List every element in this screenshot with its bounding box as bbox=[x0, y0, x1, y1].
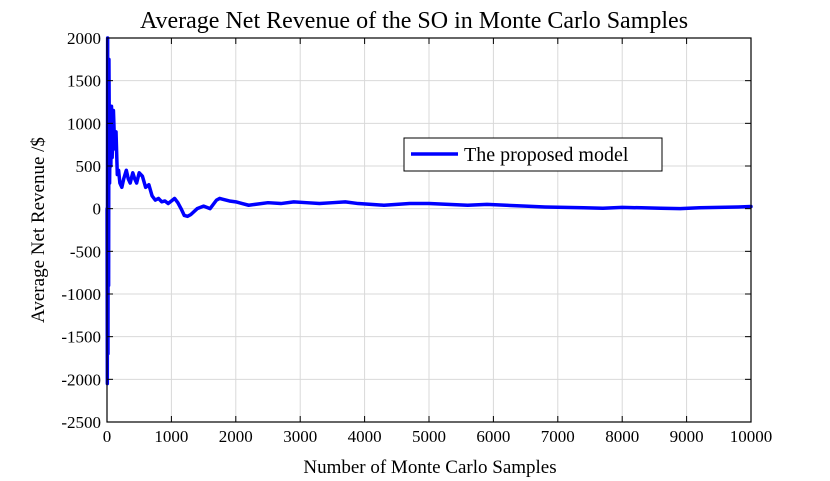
chart-title: Average Net Revenue of the SO in Monte C… bbox=[140, 8, 688, 34]
y-axis-label: Average Net Revenue /$ bbox=[28, 137, 49, 323]
axis-ticks: 0 1000 2000 3000 4000 5000 6000 7000 8000 9000 100… bbox=[61, 29, 772, 446]
y-tick-label: 2000 bbox=[67, 29, 101, 48]
x-tick-label: 3000 bbox=[283, 427, 317, 446]
y-tick-label: -1500 bbox=[61, 328, 101, 347]
x-tick-label: 4000 bbox=[348, 427, 382, 446]
x-tick-label: 2000 bbox=[219, 427, 253, 446]
grid-lines bbox=[106, 37, 752, 423]
y-tick-label: 500 bbox=[76, 157, 102, 176]
x-tick-label: 0 bbox=[103, 427, 112, 446]
legend-entry-label: The proposed model bbox=[464, 144, 629, 166]
x-axis-label: Number of Monte Carlo Samples bbox=[303, 457, 556, 478]
x-tick-label: 6000 bbox=[476, 427, 510, 446]
x-tick-label: 1000 bbox=[154, 427, 188, 446]
y-tick-label: -500 bbox=[70, 242, 101, 261]
y-tick-label: 0 bbox=[93, 200, 102, 219]
y-tick-label: 1000 bbox=[67, 114, 101, 133]
legend: The proposed model bbox=[403, 137, 663, 172]
series-line-proposed-model bbox=[105, 36, 753, 386]
x-tick-label: 8000 bbox=[605, 427, 639, 446]
x-tick-label: 7000 bbox=[541, 427, 575, 446]
y-tick-label: -2500 bbox=[61, 413, 101, 432]
x-tick-label: 10000 bbox=[730, 427, 773, 446]
y-tick-label: -1000 bbox=[61, 285, 101, 304]
y-tick-label: 1500 bbox=[67, 72, 101, 91]
x-tick-label: 5000 bbox=[412, 427, 446, 446]
plot-area bbox=[105, 36, 753, 386]
x-tick-label: 9000 bbox=[670, 427, 704, 446]
y-tick-label: -2000 bbox=[61, 370, 101, 389]
